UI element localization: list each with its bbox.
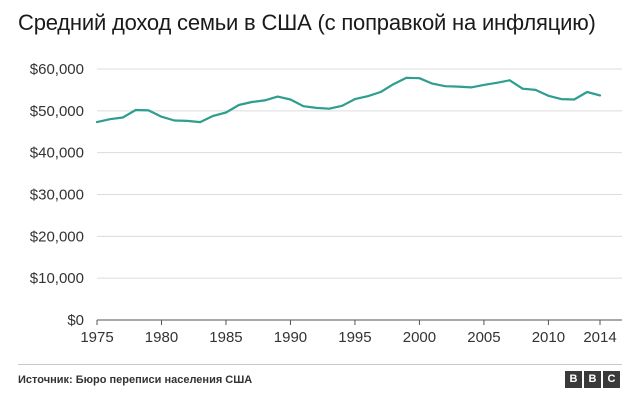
x-tick-label: 1990 — [274, 329, 307, 346]
income-series-line — [95, 76, 602, 124]
data-point — [560, 98, 563, 101]
data-point — [302, 105, 305, 108]
data-point — [521, 87, 524, 90]
data-point — [573, 98, 576, 101]
data-point — [199, 121, 202, 124]
data-point — [586, 91, 589, 93]
data-point — [418, 77, 421, 80]
data-point — [599, 94, 601, 97]
data-point — [147, 109, 150, 112]
y-tick-label: $50,000 — [30, 103, 84, 120]
y-tick-label: $10,000 — [30, 270, 84, 287]
data-point — [534, 88, 537, 91]
data-point — [134, 109, 137, 111]
x-tick-label: 1975 — [80, 329, 113, 346]
data-point — [96, 121, 98, 124]
bbc-logo-letter: B — [584, 371, 601, 388]
data-point — [405, 76, 408, 79]
gridlines — [97, 68, 622, 321]
data-point — [470, 86, 472, 89]
data-point — [366, 95, 369, 98]
data-point — [341, 104, 344, 107]
x-tick-label: 2005 — [467, 329, 500, 346]
y-tick-label: $20,000 — [30, 228, 84, 245]
bbc-logo-letter: C — [603, 371, 620, 388]
y-tick-label: $60,000 — [30, 61, 84, 78]
data-point — [444, 85, 447, 88]
y-axis-ticks: $0 $10,000 $20,000 $30,000 $40,000 $50,000 $60… — [30, 61, 84, 329]
data-point — [289, 98, 292, 101]
data-point — [508, 79, 511, 82]
data-point — [108, 118, 111, 121]
bbc-logo: B B C — [565, 371, 620, 388]
data-point — [547, 94, 550, 97]
data-point — [225, 111, 227, 114]
data-point — [276, 95, 279, 98]
y-tick-label: $0 — [67, 312, 84, 329]
data-point — [121, 116, 124, 119]
line-chart: $0 $10,000 $20,000 $30,000 $40,000 $50,000 $60… — [30, 61, 622, 346]
data-point — [250, 101, 253, 103]
data-point — [173, 119, 176, 122]
data-point — [353, 98, 356, 101]
data-point — [328, 107, 331, 110]
x-tick-label: 1980 — [145, 329, 178, 346]
x-tick-label: 2014 — [583, 329, 616, 346]
data-point — [379, 91, 382, 93]
x-tick-label: 1995 — [338, 329, 371, 346]
series-layer — [95, 76, 602, 124]
x-tick-label: 2010 — [532, 329, 565, 346]
x-tick-label: 2000 — [403, 329, 436, 346]
y-tick-label: $40,000 — [30, 145, 84, 162]
data-point — [160, 115, 163, 118]
x-axis-ticks: 1975 1980 1985 1990 1995 2000 2005 2010 2014 — [80, 320, 617, 346]
chart-title: Средний доход семьи в США (с поправкой н… — [18, 10, 596, 35]
data-point — [482, 83, 485, 86]
data-point — [186, 119, 189, 122]
data-point — [263, 99, 266, 102]
bbc-logo-letter: B — [565, 371, 582, 388]
data-point — [495, 81, 498, 84]
x-tick-label: 1985 — [209, 329, 242, 346]
data-point — [315, 106, 318, 109]
footer-divider — [18, 364, 622, 365]
data-point — [212, 114, 215, 117]
data-point — [431, 82, 434, 85]
data-point — [457, 85, 460, 88]
data-point — [237, 104, 240, 106]
source-note: Источник: Бюро переписи населения США — [18, 374, 253, 386]
data-point — [392, 83, 395, 86]
y-tick-label: $30,000 — [30, 187, 84, 204]
